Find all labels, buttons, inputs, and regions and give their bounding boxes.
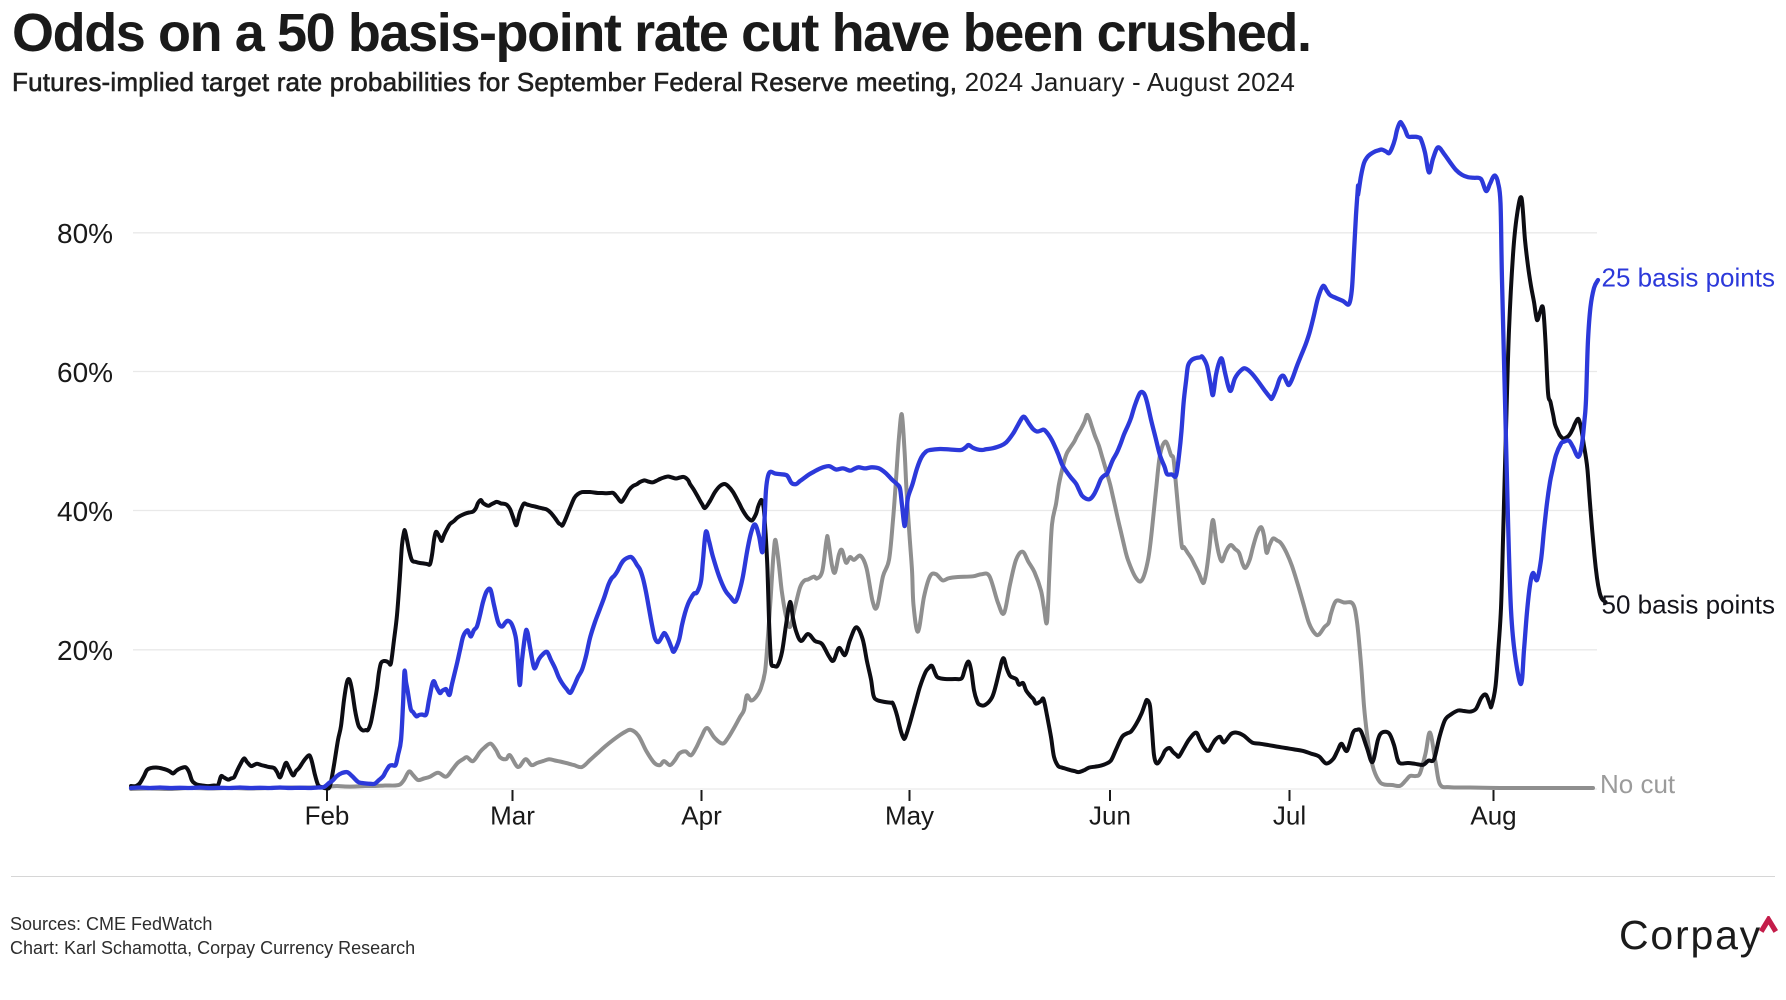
svg-text:May: May — [885, 801, 934, 831]
svg-text:Aug: Aug — [1470, 801, 1516, 831]
svg-text:80%: 80% — [57, 218, 113, 249]
svg-text:Mar: Mar — [490, 801, 535, 831]
svg-text:25 basis points: 25 basis points — [1602, 262, 1775, 292]
svg-text:50 basis points: 50 basis points — [1602, 590, 1775, 620]
svg-text:No cut: No cut — [1600, 769, 1676, 799]
svg-text:Jun: Jun — [1089, 801, 1131, 831]
svg-text:20%: 20% — [57, 635, 113, 666]
svg-text:60%: 60% — [57, 357, 113, 388]
svg-text:40%: 40% — [57, 496, 113, 527]
svg-text:Feb: Feb — [305, 801, 350, 831]
svg-text:Jul: Jul — [1273, 801, 1306, 831]
svg-text:Apr: Apr — [681, 801, 722, 831]
